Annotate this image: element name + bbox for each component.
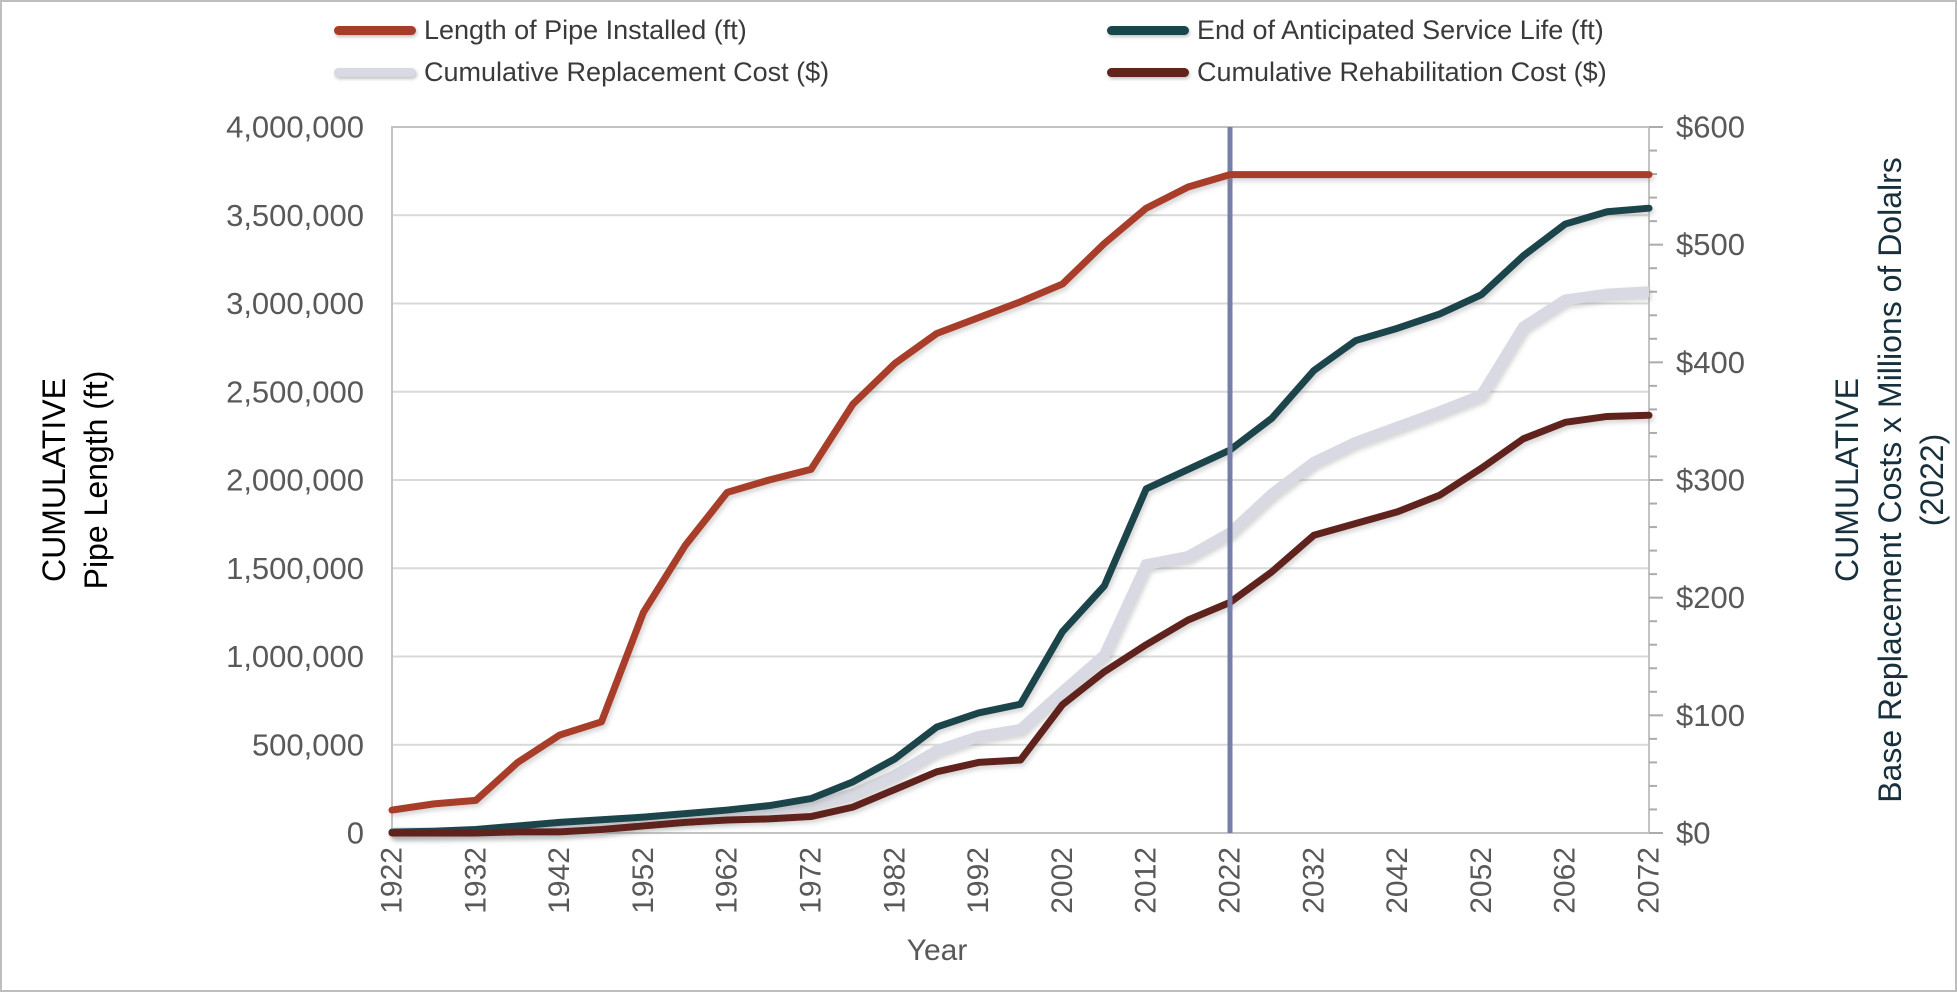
x-axis-tick-label: 2012: [1130, 847, 1163, 914]
left-axis-tick-label: 0: [347, 816, 364, 851]
x-axis-tick-label: 1992: [962, 847, 995, 914]
x-axis-tick-label: 1962: [711, 847, 744, 914]
x-axis-tick-label: 1922: [376, 847, 409, 914]
x-axis-tick-label: 2042: [1381, 847, 1414, 914]
x-axis-tick-label: 2052: [1465, 847, 1498, 914]
legend-label-replacement-cost: Cumulative Replacement Cost ($): [424, 56, 830, 87]
right-axis-tickmarks: [1649, 126, 1663, 834]
x-axis-tick-label: 2062: [1549, 847, 1582, 914]
legend-swatch-replacement-cost: [334, 68, 416, 78]
left-axis-tick-labels: 0 500,000 1,000,000 1,500,000 2,000,000 2,500…: [226, 110, 364, 851]
right-axis-tick-label: $0: [1676, 816, 1710, 851]
legend-label-rehab-cost: Cumulative Rehabilitation Cost ($): [1197, 56, 1607, 87]
legend-label-pipe-installed: Length of Pipe Installed (ft): [424, 15, 747, 45]
x-axis-tick-label: 2022: [1214, 847, 1247, 914]
x-axis-tick-label: 2072: [1633, 847, 1666, 914]
left-axis-tick-label: 3,500,000: [226, 198, 364, 233]
x-axis-tick-label: 2002: [1046, 847, 1079, 914]
series-replacement-cost: [392, 286, 1650, 839]
right-axis-title-line: (2022): [1914, 434, 1950, 527]
series-group: [388, 127, 1653, 839]
x-axis-tick-label: 1942: [543, 847, 576, 914]
x-axis-tick-label: 1932: [459, 847, 492, 914]
x-axis-tick-label: 1982: [878, 847, 911, 914]
left-axis-tick-label: 2,000,000: [226, 463, 364, 498]
legend-label-service-life: End of Anticipated Service Life (ft): [1197, 15, 1604, 45]
left-axis-tick-label: 1,500,000: [226, 551, 364, 586]
left-axis-title-line: Pipe Length (ft): [78, 371, 114, 590]
right-axis-tick-label: $500: [1676, 227, 1745, 262]
legend-item-replacement-cost: Cumulative Replacement Cost ($): [334, 56, 1107, 88]
left-axis-tick-label: 2,500,000: [226, 374, 364, 409]
legend-swatch-pipe-installed: [334, 26, 416, 36]
x-axis-tick-labels: 1922 1932 1942 1952 1962 1972 1982 1992 2002 2012…: [376, 847, 1666, 914]
right-axis-title-line: Base Replacement Costs x Millions of Dol…: [1872, 157, 1908, 803]
x-axis-tick-label: 1972: [795, 847, 828, 914]
right-axis-tick-labels: $0 $100 $200 $300 $400 $500 $600: [1676, 110, 1745, 851]
legend-swatch-rehab-cost: [1107, 68, 1189, 78]
x-axis-tick-label: 2032: [1297, 847, 1330, 914]
series-service-life: [388, 204, 1653, 836]
left-axis-tick-label: 1,000,000: [226, 639, 364, 674]
legend-item-rehab-cost: Cumulative Rehabilitation Cost ($): [1107, 56, 1734, 88]
right-axis-tick-label: $100: [1676, 698, 1745, 733]
legend-item-pipe-installed: Length of Pipe Installed (ft): [334, 15, 1107, 46]
series-pipe-installed: [388, 171, 1653, 814]
right-axis-title: CUMULATIVE Base Replacement Costs x Milli…: [1829, 157, 1950, 803]
left-axis-tick-label: 4,000,000: [226, 110, 364, 145]
right-axis-tick-label: $600: [1676, 110, 1745, 145]
left-axis-title: CUMULATIVE Pipe Length (ft): [36, 371, 114, 590]
series-rehab-cost: [388, 411, 1653, 837]
left-axis-title-line: CUMULATIVE: [36, 378, 72, 582]
legend-swatch-service-life: [1107, 26, 1189, 36]
right-axis-tick-label: $200: [1676, 580, 1745, 615]
x-axis-tick-label: 1952: [627, 847, 660, 914]
legend-item-service-life: End of Anticipated Service Life (ft): [1107, 15, 1734, 46]
x-axis-title: Year: [907, 934, 968, 967]
right-axis-title-line: CUMULATIVE: [1829, 378, 1865, 582]
right-axis-tick-label: $300: [1676, 463, 1745, 498]
left-axis-tick-label: 3,000,000: [226, 286, 364, 321]
left-axis-tick-label: 500,000: [252, 727, 364, 762]
right-axis-tick-label: $400: [1676, 345, 1745, 380]
legend: Length of Pipe Installed (ft) End of Ant…: [334, 15, 1734, 88]
